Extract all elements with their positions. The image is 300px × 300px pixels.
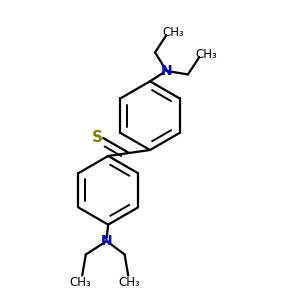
Text: CH₃: CH₃ bbox=[119, 276, 141, 289]
Text: CH₃: CH₃ bbox=[196, 48, 217, 61]
Text: S: S bbox=[92, 130, 104, 145]
Text: N: N bbox=[160, 64, 172, 78]
Text: CH₃: CH₃ bbox=[163, 26, 184, 38]
Text: CH₃: CH₃ bbox=[70, 276, 92, 289]
Text: N: N bbox=[101, 234, 112, 248]
